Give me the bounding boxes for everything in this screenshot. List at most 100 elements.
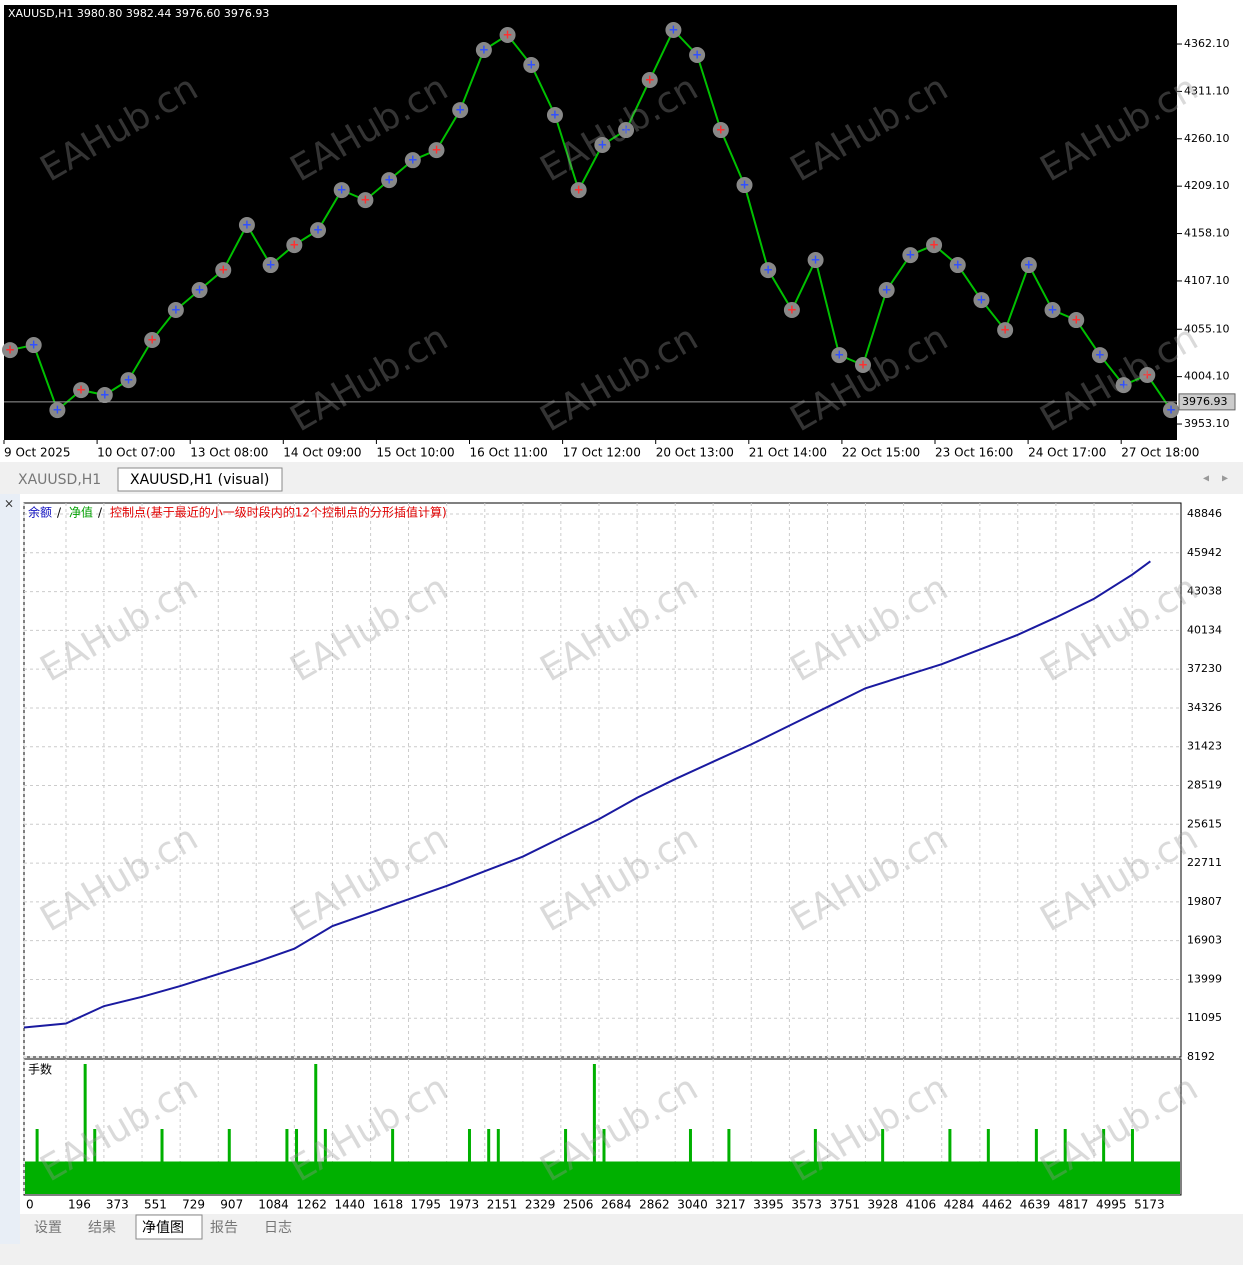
marker-ring xyxy=(523,57,540,74)
control-point: + xyxy=(404,152,421,169)
x-tick-label: 4462 xyxy=(982,1198,1013,1212)
marker-ring xyxy=(902,247,919,264)
equity-plot xyxy=(23,502,1182,1058)
marker-cross: + xyxy=(29,338,39,352)
y-tick-label: 4311.10 xyxy=(1184,84,1230,97)
tab[interactable]: XAUUSD,H1 (visual) xyxy=(130,472,269,488)
marker-ring xyxy=(49,402,66,419)
control-point: + xyxy=(49,402,66,419)
y-tick-label: 4158.10 xyxy=(1184,227,1230,240)
current-price: 3976.93 xyxy=(1182,395,1228,408)
tab[interactable]: XAUUSD,H1 xyxy=(18,472,101,488)
control-point: + xyxy=(594,137,611,154)
marker-cross: + xyxy=(645,72,655,86)
bottom-tab[interactable]: 日志 xyxy=(264,1220,292,1236)
control-point: + xyxy=(333,182,350,199)
marker-cross: + xyxy=(1095,348,1105,362)
active-tab[interactable] xyxy=(117,467,283,492)
x-tick-label: 4817 xyxy=(1058,1198,1089,1212)
scroll-right[interactable]: ▸ xyxy=(1222,471,1228,485)
marker-ring xyxy=(475,42,492,59)
marker-ring xyxy=(381,172,398,189)
equity-line xyxy=(23,560,1151,1029)
legend-entry: 净值 xyxy=(69,505,93,520)
x-tick-label: 551 xyxy=(144,1198,167,1212)
marker-cross: + xyxy=(976,293,986,307)
control-point: + xyxy=(902,247,919,264)
marker-ring xyxy=(926,237,943,254)
marker-ring xyxy=(854,357,871,374)
control-point: + xyxy=(1091,347,1108,364)
control-point: + xyxy=(2,342,18,359)
marker-cross: + xyxy=(52,403,62,417)
x-tick-label: 21 Oct 14:00 xyxy=(749,446,827,460)
control-point: + xyxy=(1115,377,1132,394)
control-point: + xyxy=(215,262,232,279)
control-point: + xyxy=(641,71,658,88)
control-point: + xyxy=(618,122,635,139)
control-point: + xyxy=(286,237,303,254)
marker-ring xyxy=(570,182,587,199)
scroll-left[interactable]: ◂ xyxy=(1203,471,1209,485)
x-tick-label: 2151 xyxy=(487,1198,518,1212)
marker-ring xyxy=(1020,257,1037,274)
x-tick-label: 3751 xyxy=(830,1198,861,1212)
marker-cross: + xyxy=(431,143,441,157)
marker-ring xyxy=(144,332,161,349)
marker-cross: + xyxy=(1119,378,1129,392)
x-tick-label: 1618 xyxy=(373,1198,404,1212)
y-tick-label: 48846 xyxy=(1187,507,1222,520)
control-point: + xyxy=(783,302,800,319)
legend-entry: 余额 xyxy=(28,505,52,520)
x-tick-label: 9 Oct 2025 xyxy=(4,446,71,460)
marker-cross: + xyxy=(337,183,347,197)
y-tick-label: 31423 xyxy=(1187,740,1222,753)
y-tick-label: 28519 xyxy=(1187,779,1222,792)
x-tick-label: 373 xyxy=(106,1198,129,1212)
marker-ring xyxy=(357,192,374,209)
control-point: + xyxy=(1044,302,1061,319)
marker-ring xyxy=(191,282,208,299)
y-tick-label: 22711 xyxy=(1187,856,1222,869)
marker-ring xyxy=(1115,377,1132,394)
bottom-tab[interactable]: 结果 xyxy=(88,1220,116,1236)
y-tick-label: 37230 xyxy=(1187,662,1222,675)
marker-ring xyxy=(2,342,18,359)
marker-cross: + xyxy=(905,248,915,262)
marker-cross: + xyxy=(1071,313,1081,327)
marker-cross: + xyxy=(692,47,702,61)
bottom-tab-bar xyxy=(20,1214,1243,1242)
control-point: + xyxy=(689,46,706,63)
marker-cross: + xyxy=(408,153,418,167)
marker-cross: + xyxy=(195,283,205,297)
marker-ring xyxy=(167,302,184,319)
price-plot xyxy=(4,5,1177,440)
x-tick-label: 20 Oct 13:00 xyxy=(656,446,734,460)
marker-cross: + xyxy=(621,123,631,137)
marker-cross: + xyxy=(313,223,323,237)
y-tick-label: 40134 xyxy=(1187,623,1222,636)
price-tag xyxy=(1178,393,1236,411)
control-point: + xyxy=(712,122,729,139)
marker-ring xyxy=(262,257,279,274)
control-point: + xyxy=(25,337,42,354)
x-tick-label: 5173 xyxy=(1134,1198,1165,1212)
legend-entry: 控制点(基于最近的小一级时段内的12个控制点的分形插值计算) xyxy=(110,505,447,520)
marker-ring xyxy=(120,372,137,389)
marker-cross: + xyxy=(550,108,560,122)
close-button[interactable]: × xyxy=(4,497,14,511)
marker-cross: + xyxy=(289,238,299,252)
x-tick-label: 1440 xyxy=(334,1198,365,1212)
control-point: + xyxy=(499,27,516,44)
y-tick-label: 16903 xyxy=(1187,934,1222,947)
marker-cross: + xyxy=(455,103,465,117)
marker-ring xyxy=(428,142,445,159)
bottom-tab[interactable]: 报告 xyxy=(210,1220,238,1236)
marker-cross: + xyxy=(929,238,939,252)
bottom-tab[interactable]: 净值图 xyxy=(142,1220,184,1236)
bottom-tab[interactable]: 设置 xyxy=(34,1220,62,1236)
marker-cross: + xyxy=(242,218,252,232)
y-tick-label: 8192 xyxy=(1187,1050,1215,1063)
y-tick-label: 19807 xyxy=(1187,895,1222,908)
control-point: + xyxy=(546,107,563,124)
